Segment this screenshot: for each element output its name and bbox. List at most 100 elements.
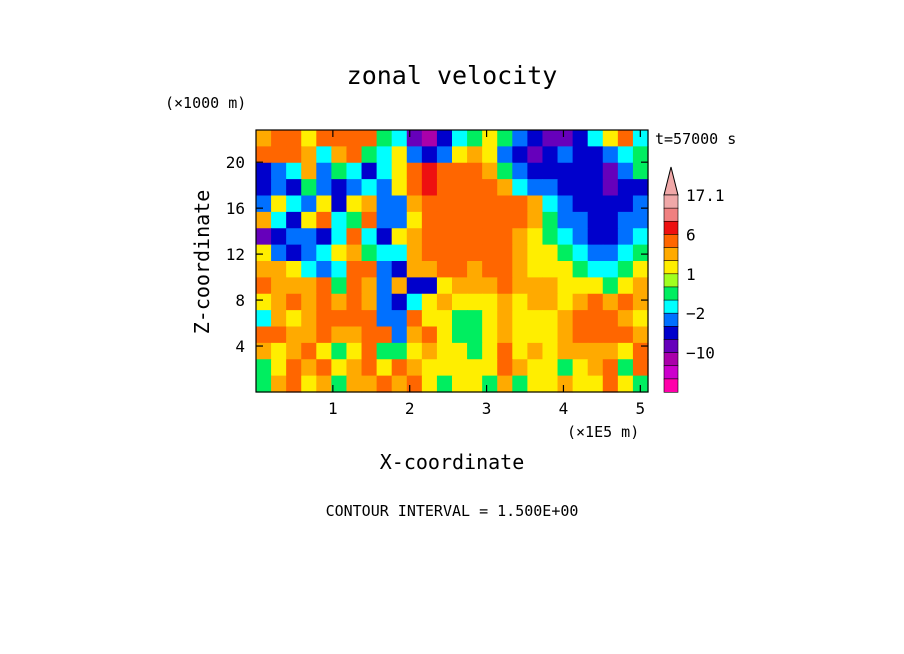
heatmap-cell <box>361 228 378 246</box>
heatmap-cell <box>361 211 378 229</box>
colorbar-swatch <box>663 194 679 209</box>
heatmap-cell <box>452 359 468 377</box>
heatmap-cell <box>482 228 498 246</box>
heatmap-cell <box>391 195 408 213</box>
colorbar-label: 6 <box>686 225 696 244</box>
heatmap-cell <box>572 195 589 213</box>
heatmap-cell <box>361 130 378 147</box>
heatmap-cell <box>256 146 272 164</box>
heatmap-cell <box>527 261 544 278</box>
y-axis-label: Z-coordinate <box>190 190 214 335</box>
heatmap-cell <box>617 179 634 197</box>
heatmap-cell <box>391 228 408 246</box>
time-label: t=57000 s <box>655 130 736 148</box>
heatmap-cell <box>391 359 408 377</box>
y-tick-label: 4 <box>235 337 245 356</box>
heatmap-cell <box>482 310 498 328</box>
heatmap-cell <box>256 244 272 262</box>
heatmap-cell <box>617 342 634 360</box>
colorbar-label: 17.1 <box>686 186 725 205</box>
heatmap-cell <box>497 375 513 393</box>
heatmap-cell <box>346 130 363 147</box>
heatmap-cell <box>557 326 574 344</box>
heatmap-cell <box>512 211 528 229</box>
heatmap-cell <box>467 342 483 360</box>
heatmap-cell <box>497 310 513 328</box>
heatmap-cell <box>527 162 544 180</box>
heatmap-cell <box>617 293 634 311</box>
heatmap-cell <box>376 326 393 344</box>
heatmap-cell <box>301 195 317 213</box>
heatmap-cell <box>361 195 378 213</box>
heatmap-cell <box>421 310 438 328</box>
heatmap-cell <box>286 244 302 262</box>
heatmap-cell <box>301 375 317 393</box>
heatmap-cell <box>602 195 619 213</box>
heatmap-cell <box>301 179 317 197</box>
heatmap-cell <box>391 211 408 229</box>
heatmap-cell <box>346 179 363 197</box>
heatmap-cell <box>602 244 619 262</box>
heatmap-cell <box>406 162 423 180</box>
heatmap-cell <box>271 277 287 295</box>
heatmap-cell <box>557 277 574 295</box>
heatmap-cell <box>512 261 528 278</box>
heatmap-cell <box>301 211 317 229</box>
heatmap-cell <box>452 326 468 344</box>
heatmap-cell <box>316 277 332 295</box>
heatmap-cell <box>376 277 393 295</box>
heatmap-cell <box>467 359 483 377</box>
heatmap-cell <box>346 293 363 311</box>
heatmap-cell <box>361 261 378 278</box>
heatmap-cell <box>632 228 649 246</box>
heatmap-cell <box>542 375 559 393</box>
heatmap-cell <box>482 326 498 344</box>
heatmap-cell <box>361 162 378 180</box>
heatmap-cell <box>286 261 302 278</box>
heatmap-cell <box>301 244 317 262</box>
heatmap-cell <box>316 146 332 164</box>
heatmap-cell <box>346 195 363 213</box>
heatmap-cell <box>286 228 302 246</box>
heatmap-cell <box>632 375 649 393</box>
heatmap-cell <box>482 293 498 311</box>
heatmap-cell <box>376 130 393 147</box>
colorbar-swatch <box>663 247 679 262</box>
y-tick-label: 16 <box>226 199 245 218</box>
heatmap-cell <box>617 375 634 393</box>
heatmap-cell <box>376 359 393 377</box>
heatmap-cell <box>557 293 574 311</box>
heatmap-cell <box>587 244 604 262</box>
heatmap-cell <box>452 310 468 328</box>
y-tick-label: 20 <box>226 153 245 172</box>
heatmap-cell <box>542 310 559 328</box>
heatmap-cell <box>557 375 574 393</box>
heatmap-cell <box>617 211 634 229</box>
heatmap-cell <box>421 277 438 295</box>
heatmap-cell <box>497 179 513 197</box>
heatmap-cell <box>557 244 574 262</box>
heatmap-cell <box>497 261 513 278</box>
heatmap-cell <box>542 261 559 278</box>
heatmap-cell <box>346 359 363 377</box>
heatmap-cell <box>436 326 453 344</box>
heatmap-cell <box>557 310 574 328</box>
heatmap-cell <box>452 211 468 229</box>
heatmap-cell <box>527 244 544 262</box>
heatmap-cell <box>482 375 498 393</box>
heatmap-cell <box>512 179 528 197</box>
heatmap-cell <box>436 244 453 262</box>
heatmap-cell <box>632 277 649 295</box>
heatmap-cell <box>542 244 559 262</box>
heatmap-cell <box>542 146 559 164</box>
heatmap-cell <box>361 359 378 377</box>
heatmap-field <box>256 130 649 393</box>
heatmap-cell <box>497 342 513 360</box>
heatmap-cell <box>406 277 423 295</box>
heatmap-cell <box>316 359 332 377</box>
heatmap-cell <box>301 228 317 246</box>
heatmap-cell <box>391 375 408 393</box>
heatmap-cell <box>406 146 423 164</box>
heatmap-cell <box>542 342 559 360</box>
heatmap-cell <box>482 211 498 229</box>
